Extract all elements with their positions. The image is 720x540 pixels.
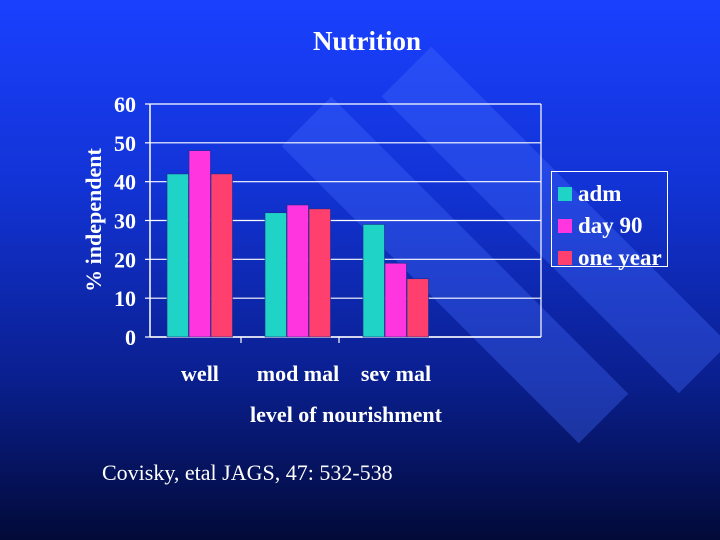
x-tick-label: sev mal <box>361 361 431 386</box>
chart-title: Nutrition <box>313 26 421 56</box>
y-tick-label: 40 <box>114 170 136 195</box>
y-tick-label: 30 <box>114 209 136 234</box>
legend-item: one year <box>558 242 667 274</box>
legend-swatch <box>558 251 572 265</box>
x-tick-labels: well mod mal sev mal <box>181 361 431 386</box>
legend-label: day 90 <box>578 213 643 238</box>
y-tick-label: 50 <box>114 131 136 156</box>
bar-day-90-well <box>188 150 211 338</box>
legend: adm day 90 one year <box>551 171 668 270</box>
legend-label: one year <box>578 245 662 270</box>
legend-item: adm <box>558 178 667 210</box>
y-axis-label: % independent <box>81 148 106 292</box>
x-tick-label: well <box>181 361 219 386</box>
bar-adm-sev-mal <box>362 224 385 338</box>
legend-label: adm <box>578 181 622 206</box>
bar-day-90-sev-mal <box>384 262 407 338</box>
bar-day-90-mod-mal <box>286 204 309 338</box>
legend-swatch <box>558 187 572 201</box>
legend-swatch <box>558 219 572 233</box>
bars <box>166 150 429 338</box>
legend-item: day 90 <box>558 210 667 242</box>
y-tick-label: 20 <box>114 247 136 272</box>
y-tick-label: 10 <box>114 286 136 311</box>
bar-one-year-well <box>210 173 233 338</box>
y-tick-labels: 0 10 20 30 40 50 60 <box>114 92 136 350</box>
x-tick-label: mod mal <box>257 361 340 386</box>
y-tick-label: 60 <box>114 92 136 117</box>
bar-one-year-sev-mal <box>406 278 429 338</box>
bar-one-year-mod-mal <box>308 208 331 338</box>
citation: Covisky, etal JAGS, 47: 532-538 <box>102 460 393 485</box>
bar-adm-well <box>166 173 189 338</box>
bar-adm-mod-mal <box>264 212 287 338</box>
x-axis-label: level of nourishment <box>250 402 443 427</box>
y-tick-label: 0 <box>125 325 136 350</box>
